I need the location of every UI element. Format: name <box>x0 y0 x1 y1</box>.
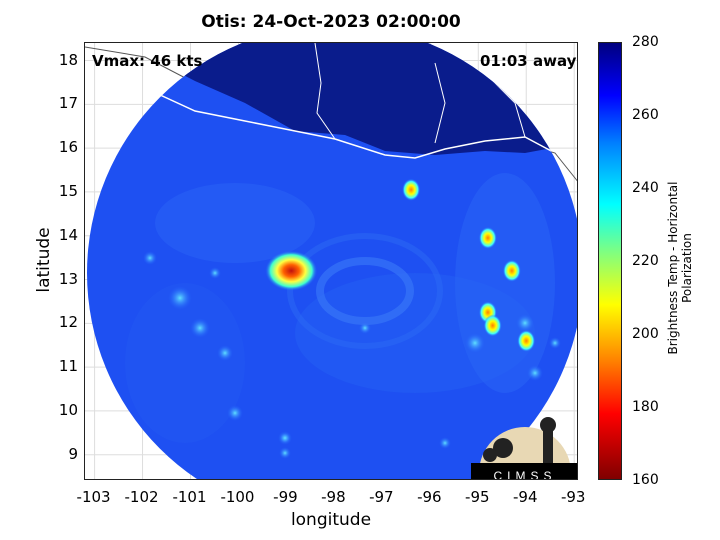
x-tick-label: -96 <box>417 488 442 506</box>
y-axis-label: latitude <box>34 227 54 293</box>
y-tick-label: 12 <box>58 313 78 332</box>
convective-cell-5 <box>517 329 536 352</box>
map-svg: CIMSS <box>85 43 577 480</box>
vmax-label: Vmax: 46 kts <box>92 52 203 70</box>
x-tick-label: -103 <box>76 488 111 506</box>
colorbar-tick-label: 260 <box>632 107 659 123</box>
convective-cell-1 <box>478 226 497 249</box>
microwave-swath <box>87 43 577 479</box>
colorbar <box>598 42 622 480</box>
chart-title: Otis: 24-Oct-2023 02:00:00 <box>201 12 461 32</box>
logo-text: CIMSS <box>493 469 556 480</box>
y-tick-label: 16 <box>58 138 78 157</box>
storm-core-marker <box>265 250 318 291</box>
colorbar-tick-label: 180 <box>632 399 659 415</box>
x-tick-label: -100 <box>220 488 255 506</box>
colorbar-tick-label: 220 <box>632 253 659 269</box>
y-tick-label: 9 <box>68 444 78 463</box>
x-tick-label: -99 <box>273 488 298 506</box>
x-tick-label: -98 <box>321 488 346 506</box>
convective-cell-2 <box>502 259 521 282</box>
x-tick-label: -97 <box>369 488 394 506</box>
y-tick-label: 11 <box>58 357 78 376</box>
colorbar-tick-label: 280 <box>632 34 659 50</box>
convective-cell-0 <box>402 178 421 201</box>
colorbar-tick-label: 240 <box>632 180 659 196</box>
cimss-logo: CIMSS <box>471 417 577 480</box>
y-tick-label: 14 <box>58 225 78 244</box>
colorbar-label: Brightness Temp - Horizontal Polarizatio… <box>666 181 694 355</box>
x-tick-label: -101 <box>172 488 207 506</box>
y-tick-label: 13 <box>58 269 78 288</box>
x-axis-label: longitude <box>290 510 372 530</box>
colorbar-tick-label: 200 <box>632 326 659 342</box>
time-label: 01:03 away <box>480 52 577 70</box>
x-tick-label: -95 <box>465 488 490 506</box>
y-tick-label: 10 <box>58 400 78 419</box>
convective-cell-4 <box>483 314 502 337</box>
x-tick-label: -102 <box>124 488 159 506</box>
y-tick-label: 18 <box>58 50 78 69</box>
x-tick-label: -93 <box>560 488 586 506</box>
y-tick-label: 17 <box>58 94 78 113</box>
storm-core <box>265 178 536 352</box>
y-tick-label: 15 <box>58 181 78 200</box>
map-plot-area: CIMSS <box>84 42 578 480</box>
colorbar-tick-label: 160 <box>632 472 659 488</box>
x-tick-label: -94 <box>512 488 538 506</box>
